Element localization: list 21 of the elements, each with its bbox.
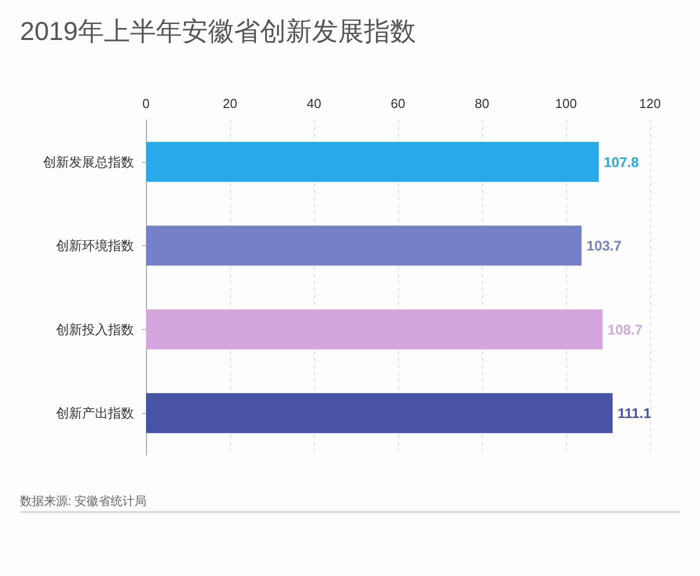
x-tick-label: 80 — [474, 96, 490, 111]
bar — [146, 142, 599, 182]
y-tick-label: 创新环境指数 — [56, 238, 134, 254]
data-label: 107.8 — [604, 154, 640, 170]
x-tick-label: 0 — [142, 96, 150, 111]
x-tick-label: 120 — [639, 96, 661, 111]
x-tick-label: 100 — [555, 96, 577, 111]
bar — [146, 226, 582, 266]
source-note: 数据来源: 安徽省统计局 — [20, 493, 148, 510]
y-tick-label: 创新投入指数 — [56, 322, 134, 337]
x-tick-label: 60 — [390, 96, 406, 111]
bar — [146, 393, 613, 434]
y-tick-label: 创新发展总指数 — [43, 154, 134, 170]
y-tick-label: 创新产出指数 — [56, 406, 134, 421]
chart-title: 2019年上半年安徽省创新发展指数 — [20, 15, 416, 48]
bar — [146, 309, 603, 350]
x-tick-label: 40 — [306, 96, 322, 111]
data-label: 103.7 — [586, 238, 622, 254]
data-label: 111.1 — [618, 405, 652, 422]
x-tick-label: 20 — [222, 96, 238, 111]
data-label: 108.7 — [608, 321, 643, 338]
